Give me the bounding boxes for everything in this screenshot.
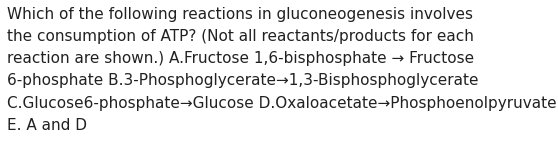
Text: E. A and D: E. A and D (7, 118, 86, 133)
Text: reaction are shown.) A.Fructose 1,6-bisphosphate → Fructose: reaction are shown.) A.Fructose 1,6-bisp… (7, 51, 474, 66)
Text: 6-phosphate B.3-Phosphoglycerate→1,3-Bisphosphoglycerate: 6-phosphate B.3-Phosphoglycerate→1,3-Bis… (7, 73, 478, 89)
Text: the consumption of ATP? (Not all reactants/products for each: the consumption of ATP? (Not all reactan… (7, 29, 474, 44)
Text: Which of the following reactions in gluconeogenesis involves: Which of the following reactions in gluc… (7, 7, 473, 22)
Text: C.Glucose6-phosphate→Glucose D.Oxaloacetate→Phosphoenolpyruvate: C.Glucose6-phosphate→Glucose D.Oxaloacet… (7, 96, 556, 111)
